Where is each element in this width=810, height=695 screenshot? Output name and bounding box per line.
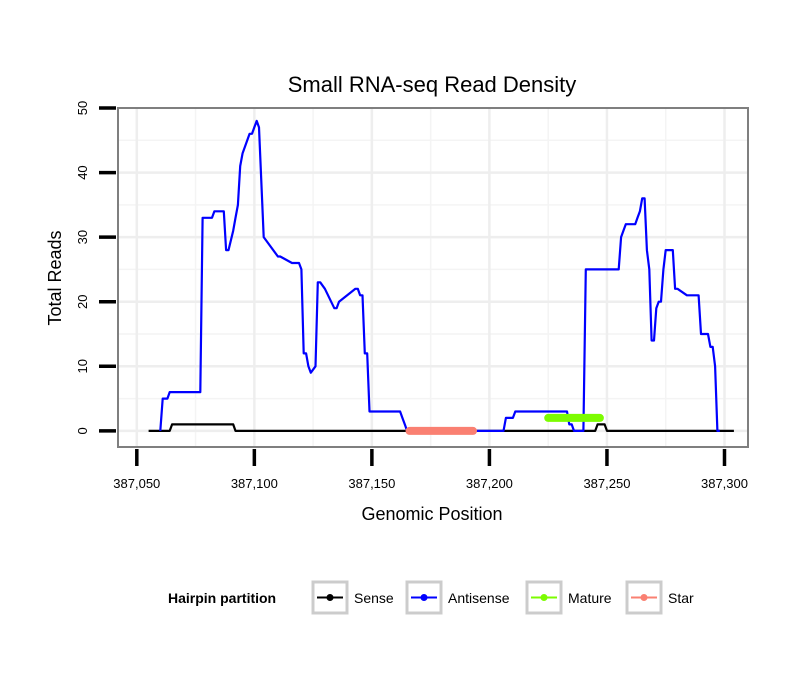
x-tick-label: 387,300 [701,476,748,491]
x-tick-label: 387,250 [583,476,630,491]
x-tick-label: 387,100 [231,476,278,491]
legend-label: Antisense [448,590,510,606]
panel-border [117,107,749,448]
legend-label: Sense [354,590,394,606]
y-axis-title: Total Reads [45,230,65,325]
x-tick-label: 387,200 [466,476,513,491]
series-layer [148,119,734,435]
legend-item-mature: Mature [525,580,612,615]
y-tick-label: 0 [75,427,90,434]
x-tick-label: 387,050 [113,476,160,491]
y-axis: 0 10 20 30 40 50 [75,101,116,434]
legend-label: Mature [568,590,612,606]
y-tick-label: 40 [75,165,90,179]
y-tick-label: 10 [75,359,90,373]
x-tick-label: 387,150 [348,476,395,491]
series-antisense-line [159,119,720,432]
legend-key-point [640,594,648,601]
legend-title: Hairpin partition [168,590,276,606]
legend-item-star: Star [625,580,694,615]
y-tick-label: 30 [75,230,90,244]
plot-area [117,107,749,448]
x-axis-title: Genomic Position [361,504,502,524]
legend-key-point [420,594,428,601]
legend: Hairpin partition Sense Antisense Mature St… [168,580,694,615]
x-axis: 387,050 387,100 387,150 387,200 387,250 387,3… [113,449,748,491]
legend-label: Star [668,590,694,606]
chart-title: Small RNA-seq Read Density [288,72,577,97]
panel-background [118,108,748,447]
gridlines [118,108,748,447]
y-tick-label: 20 [75,294,90,308]
legend-item-antisense: Antisense [405,580,510,615]
legend-key-point [540,594,548,601]
legend-key-point [326,594,334,601]
legend-item-sense: Sense [311,580,394,615]
y-tick-label: 50 [75,101,90,115]
legend-items: Sense Antisense Mature Star [311,580,694,615]
